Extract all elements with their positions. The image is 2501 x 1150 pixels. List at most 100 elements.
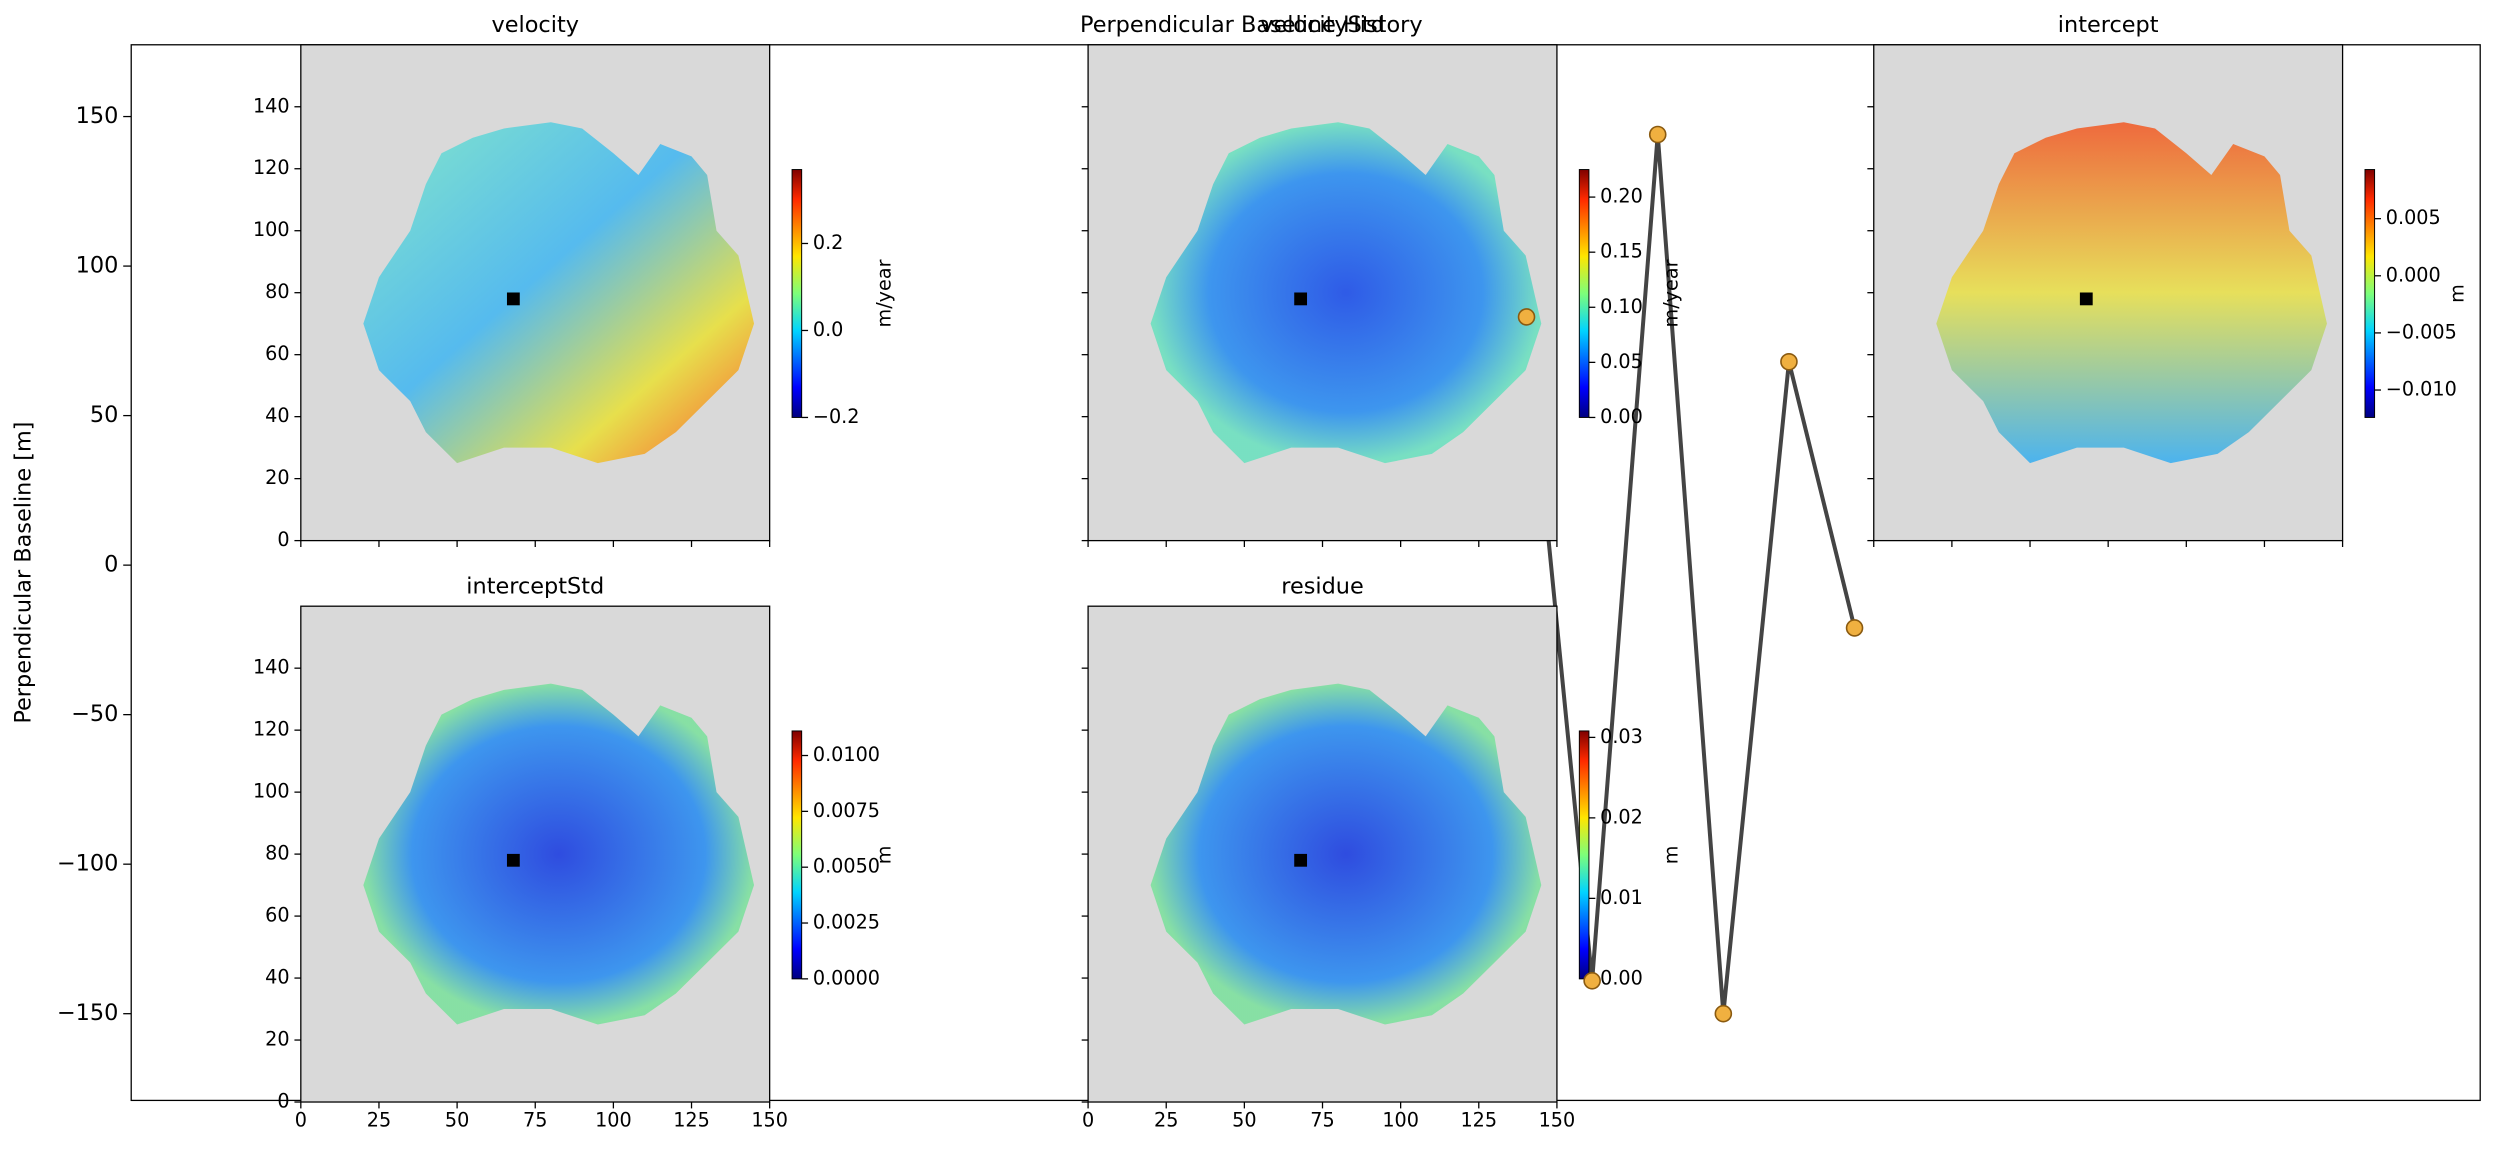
x-tick-label: 25 <box>367 1109 391 1132</box>
x-tick-label: 75 <box>1310 1109 1334 1132</box>
image-field <box>1150 122 1542 464</box>
image-field <box>363 122 755 464</box>
y-tick-label: −50 <box>71 701 118 727</box>
reference-point <box>506 853 520 867</box>
image-panel: residue 0 25 50 75 100 125 150 0.00 0.01 0.02 0.03 m <box>1081 573 1683 1132</box>
colorbar-label: m <box>2445 284 2468 303</box>
x-tick-label: 100 <box>595 1109 632 1132</box>
colorbar-tick-label: 0.000 <box>2386 263 2441 286</box>
colorbar-tick-label: 0.0000 <box>813 966 880 989</box>
panel-title: interceptStd <box>466 573 604 599</box>
y-tick-label: 100 <box>76 253 119 279</box>
image-field <box>1936 122 2327 464</box>
colorbar-tick-label: 0.03 <box>1600 725 1643 748</box>
colorbar-tick-label: 0.005 <box>2386 206 2441 229</box>
y-axis-label: Perpendicular Baseline [m] <box>10 422 36 724</box>
colorbar-tick-label: 0.2 <box>813 231 844 254</box>
image-panel: intercept −0.010 −0.005 0.000 0.005 m <box>1867 12 2468 548</box>
x-tick-label: 100 <box>1382 1109 1419 1132</box>
y-tick-label: 120 <box>253 156 290 179</box>
y-tick-label: 80 <box>265 280 289 303</box>
colorbar-tick-label: 0.0025 <box>813 911 880 934</box>
x-tick-label: 150 <box>1539 1109 1576 1132</box>
colorbar-tick-label: −0.005 <box>2386 320 2457 343</box>
reference-point <box>506 292 520 306</box>
image-panel: velocity 0 20 40 60 80 100 120 140 −0.2 0.0 0.2 m/ye… <box>253 12 895 551</box>
y-tick-label: 40 <box>265 404 289 427</box>
y-tick-label: −100 <box>57 851 118 877</box>
panel-title: intercept <box>2058 12 2159 38</box>
x-tick-label: 0 <box>1082 1109 1094 1132</box>
panel-layer: velocity 0 20 40 60 80 100 120 140 −0.2 0.0 0.2 m/ye… <box>253 12 2468 1132</box>
colorbar-tick-label: 0.15 <box>1600 240 1643 263</box>
colorbar-tick-label: 0.20 <box>1600 185 1643 208</box>
image-panel: interceptStd 0 25 50 75 100 125 150 0 20 40 60 80 100… <box>253 573 895 1131</box>
colorbar-label: m/year <box>1660 259 1683 327</box>
x-tick-label: 25 <box>1154 1109 1178 1132</box>
point-marker <box>1845 619 1864 637</box>
y-tick-label: 150 <box>76 103 119 129</box>
colorbar-tick-label: 0.05 <box>1600 350 1643 373</box>
y-tick-label: −150 <box>57 1000 118 1026</box>
y-tick-label: 40 <box>265 966 289 989</box>
image-panel: velocityStd 0.00 0.05 0.10 0.15 0.20 m/year <box>1081 12 1683 548</box>
x-tick-label: 125 <box>673 1109 710 1132</box>
y-tick-label: 20 <box>265 1028 289 1051</box>
y-tick-label: 0 <box>277 1090 289 1113</box>
colorbar-tick-label: −0.2 <box>813 405 860 428</box>
y-tick-label: 20 <box>265 466 289 489</box>
point-marker <box>1517 308 1536 326</box>
reference-point <box>1294 853 1308 867</box>
point-marker <box>1583 972 1601 990</box>
y-tick-label: 140 <box>253 656 290 679</box>
colorbar-tick-label: 0.02 <box>1600 805 1643 828</box>
y-tick-label: 0 <box>277 528 289 551</box>
y-tick-label: 100 <box>253 218 290 241</box>
marker-layer <box>1517 125 1864 1023</box>
point-marker <box>1714 1004 1733 1023</box>
colorbar <box>791 169 803 418</box>
y-tick-label: 60 <box>265 904 289 927</box>
panel-title: velocity <box>492 12 579 38</box>
chart-title: Perpendicular Baseline History <box>1080 12 1423 38</box>
reference-point <box>2079 292 2093 306</box>
colorbar-tick-label: 0.00 <box>1600 405 1643 428</box>
colorbar-tick-label: 0.00 <box>1600 966 1643 989</box>
colorbar-tick-label: 0.01 <box>1600 886 1643 909</box>
colorbar-tick-label: 0.0100 <box>813 743 880 766</box>
colorbar <box>1578 730 1590 980</box>
colorbar-label: m/year <box>872 259 895 327</box>
x-tick-label: 0 <box>295 1109 307 1132</box>
y-tick-label: 120 <box>253 718 290 741</box>
colorbar <box>791 730 803 980</box>
panel-title: velocityStd <box>1260 12 1385 38</box>
y-tick-label: 80 <box>265 842 289 865</box>
image-field <box>1150 683 1542 1025</box>
y-tick-label: 100 <box>253 780 290 803</box>
colorbar <box>2364 169 2376 418</box>
x-tick-label: 75 <box>523 1109 547 1132</box>
y-tick-label: 60 <box>265 342 289 365</box>
image-field <box>363 683 755 1025</box>
y-tick-label: 140 <box>253 94 290 117</box>
colorbar-label: m <box>872 846 895 865</box>
panel-title: residue <box>1281 573 1364 599</box>
y-tick-label: 50 <box>90 402 118 428</box>
colorbar-tick-label: 0.0075 <box>813 799 880 822</box>
colorbar-tick-label: 0.10 <box>1600 295 1643 318</box>
x-tick-label: 150 <box>751 1109 788 1132</box>
point-marker <box>1780 352 1798 371</box>
colorbar <box>1578 169 1590 418</box>
colorbar-tick-label: 0.0 <box>813 318 844 341</box>
point-marker <box>1648 125 1667 144</box>
line-layer <box>1524 134 1857 1014</box>
x-tick-label: 50 <box>1232 1109 1256 1132</box>
y-tick-label: 0 <box>104 552 118 578</box>
x-tick-label: 125 <box>1460 1109 1497 1132</box>
series-line <box>1524 134 1857 1014</box>
colorbar-tick-label: 0.0050 <box>813 855 880 878</box>
colorbar-tick-label: −0.010 <box>2386 378 2457 401</box>
reference-point <box>1294 292 1308 306</box>
